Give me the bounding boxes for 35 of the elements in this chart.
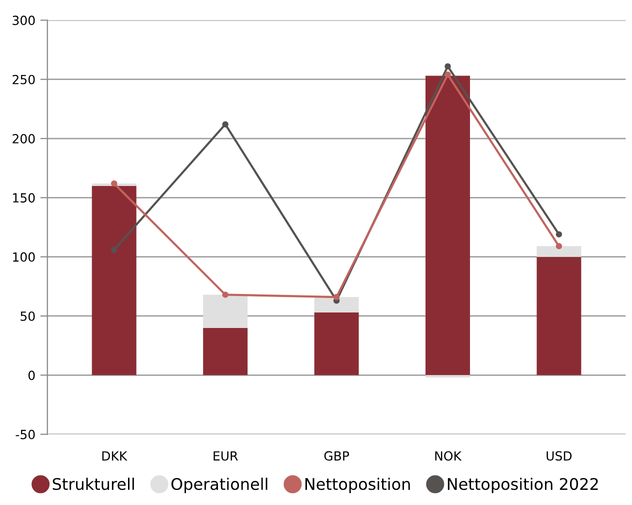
point [222, 121, 228, 128]
bar [536, 246, 582, 257]
x-tick-label: USD [546, 451, 572, 461]
y-tick-label: 300 [12, 16, 35, 26]
x-tick-label: DKK [102, 451, 128, 460]
bar [92, 186, 136, 376]
bar [203, 294, 248, 328]
legend-label: Nettoposition 2022 [448, 478, 598, 494]
legend-label: Strukturell [52, 478, 134, 490]
y-tick-label: -50 [16, 430, 35, 440]
bar [314, 312, 359, 376]
y-tick-label: 100 [13, 252, 35, 262]
point [556, 231, 562, 238]
x-tick-label: NOK [435, 451, 462, 461]
point [333, 294, 340, 300]
y-tick-label: 150 [13, 193, 35, 203]
point [444, 72, 451, 78]
y-tick-label: 250 [12, 74, 35, 84]
bar [426, 76, 470, 376]
legend-label: Nettoposition [305, 478, 410, 494]
point [111, 246, 118, 253]
point [222, 292, 228, 298]
point [111, 180, 118, 187]
y-tick-label: 50 [20, 311, 35, 321]
y-tick-label: 0 [28, 370, 35, 380]
bar [536, 256, 582, 376]
x-tick-label: GBP [324, 451, 350, 461]
x-tick-label: EUR [214, 451, 238, 461]
point [444, 63, 451, 70]
point [556, 243, 562, 250]
legend-label: Operationell [171, 478, 268, 494]
y-tick-label: 200 [12, 134, 35, 144]
bar [426, 375, 470, 378]
bar [314, 297, 359, 312]
bar [203, 328, 248, 376]
